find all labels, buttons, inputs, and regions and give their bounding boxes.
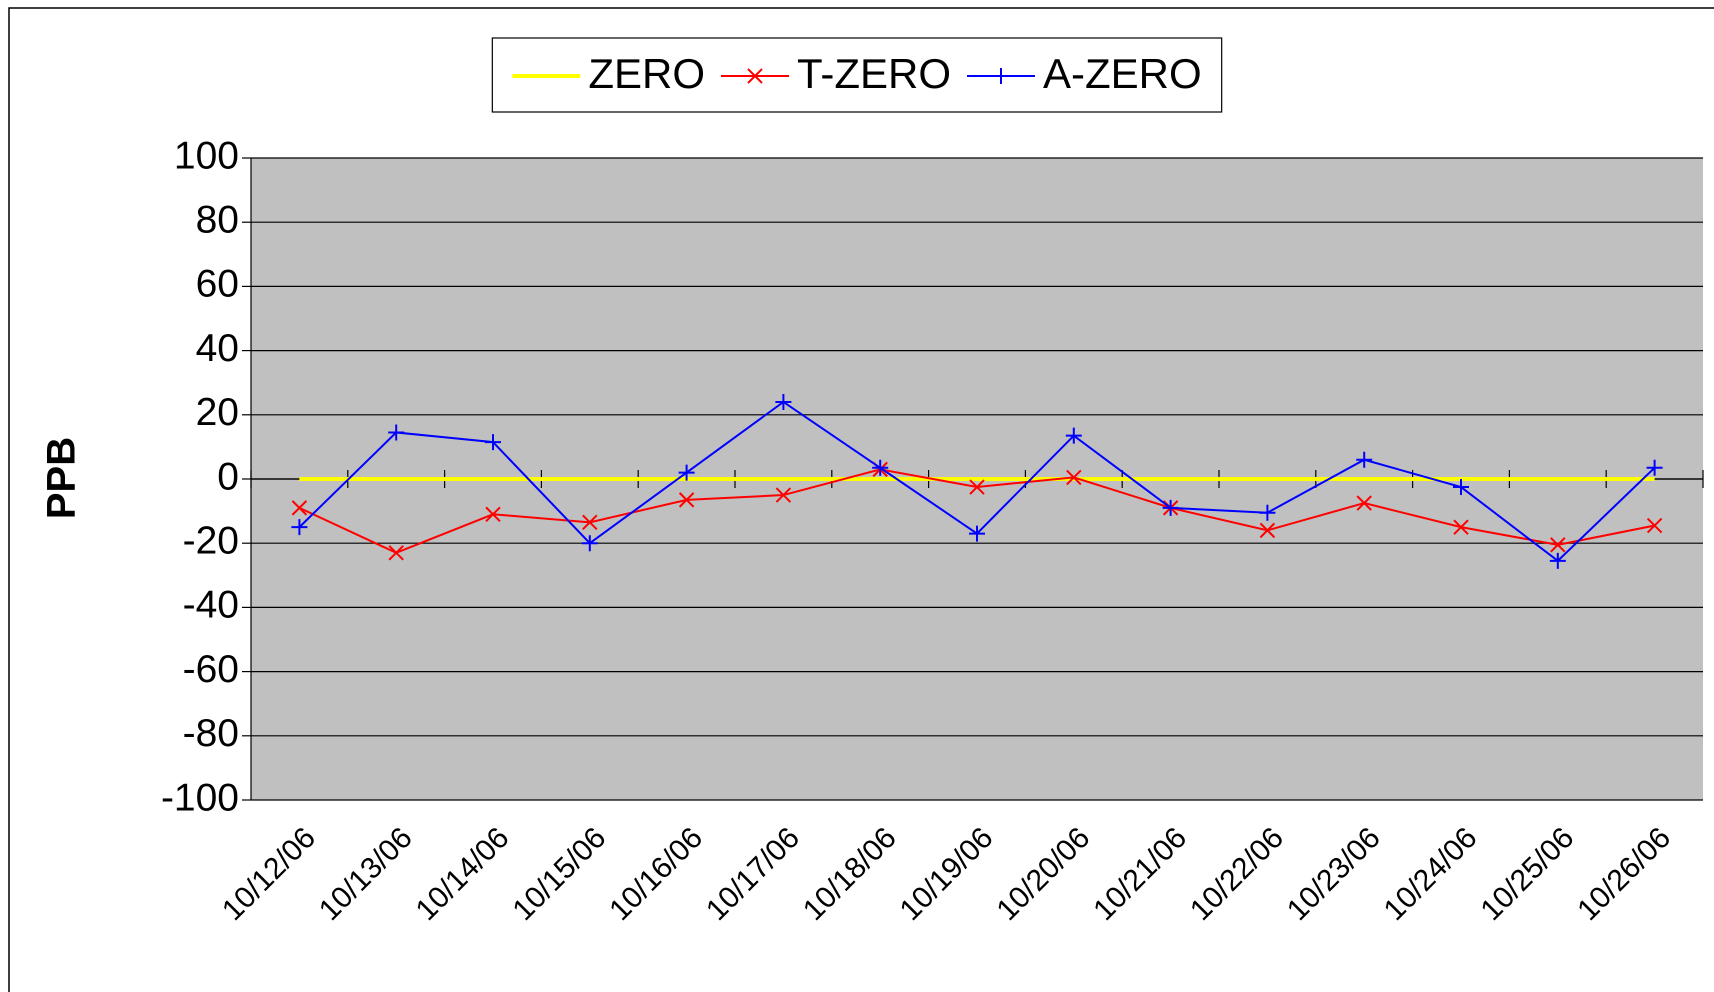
x-tick-label: 10/12/06 xyxy=(216,821,322,927)
y-tick-label: -100 xyxy=(161,776,239,819)
marker xyxy=(485,506,501,523)
x-tick-label: 10/15/06 xyxy=(506,821,612,927)
legend-marker xyxy=(993,68,1010,84)
marker xyxy=(1453,519,1469,535)
x-tick-label: 10/22/06 xyxy=(1184,821,1290,927)
x-tick-label: 10/13/06 xyxy=(313,821,419,927)
marker xyxy=(678,464,695,481)
legend-label: ZERO xyxy=(588,50,705,97)
marker xyxy=(1259,504,1276,521)
y-tick-label: 80 xyxy=(196,198,239,241)
y-axis-title: PPB xyxy=(40,437,84,519)
y-tick-label: -80 xyxy=(183,712,239,755)
marker xyxy=(1356,451,1373,468)
x-tick-label: 10/16/06 xyxy=(603,821,709,927)
marker xyxy=(388,424,405,441)
x-tick-label: 10/14/06 xyxy=(410,821,516,927)
marker xyxy=(678,492,695,508)
marker xyxy=(1646,459,1663,476)
marker xyxy=(1550,537,1566,553)
legend-label: A-ZERO xyxy=(1043,50,1202,97)
chart-frame xyxy=(8,7,1714,992)
marker xyxy=(291,519,308,536)
x-tick-label: 10/20/06 xyxy=(990,821,1096,927)
y-tick-label: 60 xyxy=(196,263,239,306)
marker xyxy=(1259,522,1276,539)
x-tick-label: 10/21/06 xyxy=(1087,821,1193,927)
marker xyxy=(1453,479,1469,496)
x-tick-label: 10/23/06 xyxy=(1281,821,1387,927)
x-tick-label: 10/19/06 xyxy=(894,821,1000,927)
y-tick-label: 20 xyxy=(196,391,239,434)
marker xyxy=(1549,552,1566,569)
marker xyxy=(1646,517,1663,534)
marker xyxy=(1065,427,1082,444)
x-tick-label: 10/18/06 xyxy=(797,821,903,927)
marker xyxy=(775,393,792,410)
marker xyxy=(969,525,985,542)
x-tick-label: 10/17/06 xyxy=(700,821,806,927)
legend: ZERO T-ZERO A-ZERO xyxy=(491,37,1223,113)
x-tick-label: 10/25/06 xyxy=(1474,821,1580,927)
marker xyxy=(291,500,308,516)
y-tick-label: 40 xyxy=(196,327,239,370)
marker xyxy=(1162,499,1179,516)
x-tick-label: 10/24/06 xyxy=(1378,821,1484,927)
y-tick-label: -40 xyxy=(183,584,239,627)
y-tick-label: -60 xyxy=(183,648,239,691)
y-tick-label: 0 xyxy=(217,455,239,498)
marker xyxy=(582,514,598,531)
marker xyxy=(969,479,985,495)
marker xyxy=(1066,469,1082,486)
marker xyxy=(872,459,889,476)
marker xyxy=(388,545,404,561)
marker xyxy=(485,434,501,451)
marker xyxy=(1356,495,1372,511)
x-tick-label: 10/26/06 xyxy=(1571,821,1677,927)
y-tick-label: 100 xyxy=(174,134,239,177)
marker xyxy=(581,535,598,552)
legend-marker xyxy=(747,68,763,84)
legend-box xyxy=(491,37,1223,113)
y-tick-label: -20 xyxy=(183,519,239,562)
marker xyxy=(775,487,792,503)
legend-label: T-ZERO xyxy=(797,50,951,97)
